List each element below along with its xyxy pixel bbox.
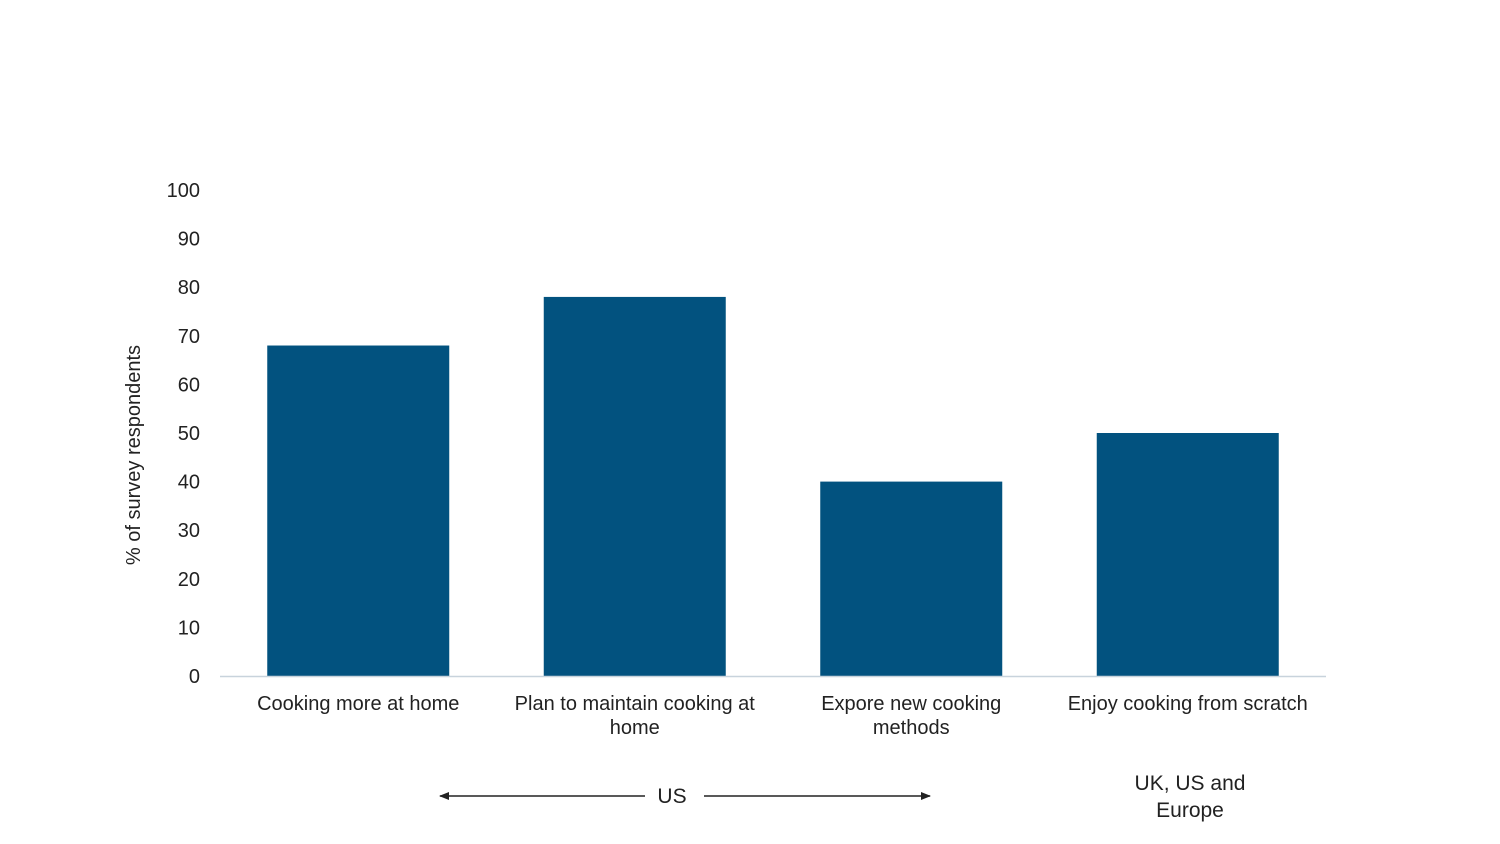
y-tick-label: 30: [178, 520, 200, 542]
x-tick-label: home: [610, 717, 660, 739]
x-tick-label: Plan to maintain cooking at: [515, 693, 756, 715]
region-group-labels: US UK, US and Europe: [439, 772, 1246, 822]
bar: [267, 345, 450, 676]
x-tick-label: Enjoy cooking from scratch: [1068, 693, 1308, 715]
group-label: US: [657, 785, 686, 808]
x-tick-label: Cooking more at home: [257, 693, 459, 715]
x-tick-label: methods: [873, 717, 950, 739]
y-axis-ticks: 0 10 20 30 40 50 60 70 80 90 100: [167, 180, 200, 688]
y-tick-label: 70: [178, 326, 200, 348]
y-tick-label: 20: [178, 569, 200, 591]
y-tick-label: 0: [189, 666, 200, 688]
y-axis-label: % of survey respondents: [123, 345, 145, 565]
y-tick-label: 50: [178, 423, 200, 445]
y-tick-label: 80: [178, 277, 200, 299]
group-label: UK, US and: [1135, 772, 1246, 795]
bar: [1096, 433, 1279, 676]
bar: [820, 481, 1003, 676]
y-tick-label: 90: [178, 229, 200, 251]
y-tick-label: 40: [178, 472, 200, 494]
group-label: Europe: [1156, 799, 1224, 822]
bar: [543, 296, 726, 676]
y-tick-label: 60: [178, 374, 200, 396]
x-tick-label: Expore new cooking: [821, 693, 1001, 715]
bars: [267, 296, 1279, 676]
x-axis-tick-labels: Cooking more at home Plan to maintain coo…: [257, 693, 1308, 739]
y-tick-label: 10: [178, 617, 200, 639]
y-tick-label: 100: [167, 180, 200, 202]
